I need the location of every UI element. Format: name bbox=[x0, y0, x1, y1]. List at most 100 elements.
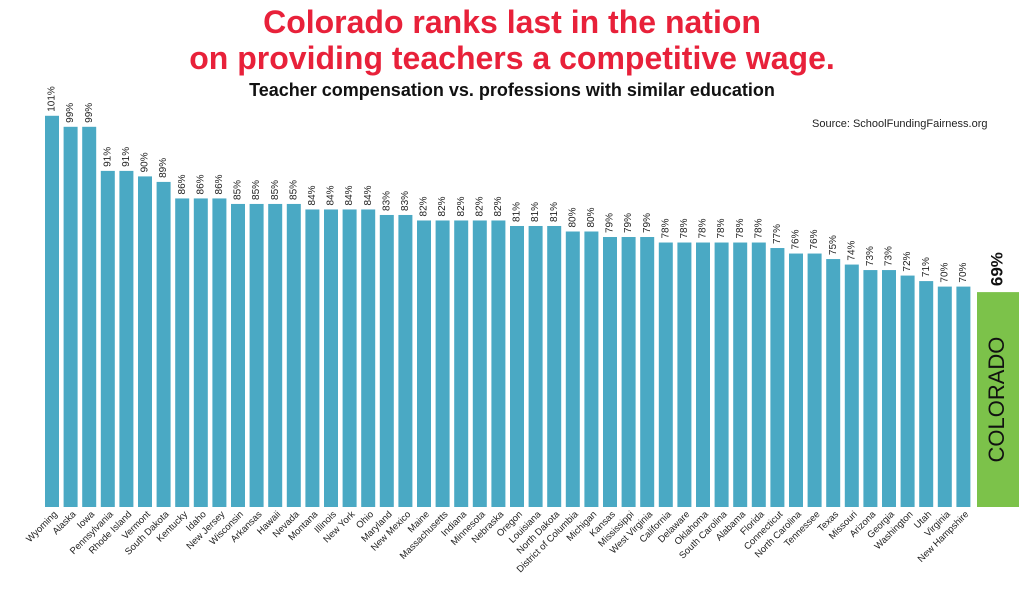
bar bbox=[435, 220, 450, 508]
bar bbox=[900, 275, 915, 507]
bar bbox=[398, 214, 413, 507]
data-label: 79% bbox=[623, 213, 634, 233]
chart-title-line-2: on providing teachers a competitive wage… bbox=[189, 40, 835, 76]
data-label: 86% bbox=[177, 174, 188, 194]
data-label: 91% bbox=[121, 147, 132, 167]
bar bbox=[919, 281, 934, 507]
data-label: 78% bbox=[660, 218, 671, 238]
data-label: 86% bbox=[195, 174, 206, 194]
bar bbox=[193, 198, 208, 507]
data-label: 73% bbox=[865, 246, 876, 266]
data-label: 78% bbox=[679, 218, 690, 238]
data-label: 85% bbox=[233, 180, 244, 200]
data-label: 82% bbox=[493, 196, 504, 216]
bar bbox=[937, 286, 952, 507]
data-label: 78% bbox=[735, 218, 746, 238]
bar bbox=[621, 237, 636, 507]
bar bbox=[696, 242, 710, 507]
data-label: 75% bbox=[828, 235, 839, 255]
bar bbox=[603, 237, 617, 507]
bar bbox=[844, 264, 859, 507]
bar bbox=[658, 242, 673, 507]
data-label: 76% bbox=[809, 229, 820, 249]
data-label: 78% bbox=[698, 218, 709, 238]
bar bbox=[119, 170, 134, 507]
highlight-bar bbox=[977, 292, 1019, 507]
data-label: 78% bbox=[716, 218, 727, 238]
data-label: 80% bbox=[586, 207, 597, 227]
bar bbox=[417, 220, 431, 508]
bar bbox=[733, 242, 748, 507]
bar bbox=[528, 225, 543, 508]
bar bbox=[547, 225, 562, 508]
bar bbox=[863, 270, 878, 507]
bar bbox=[807, 253, 822, 507]
bar bbox=[770, 248, 785, 507]
data-label: 79% bbox=[605, 213, 616, 233]
data-label: 77% bbox=[772, 224, 783, 244]
bar bbox=[212, 198, 227, 507]
bar bbox=[361, 209, 376, 507]
chart-title-line-1: Colorado ranks last in the nation bbox=[263, 4, 761, 40]
bar bbox=[100, 170, 115, 507]
bar bbox=[751, 242, 766, 507]
data-label: 101% bbox=[47, 86, 58, 112]
data-label: 85% bbox=[270, 180, 281, 200]
bar bbox=[82, 126, 97, 507]
bar bbox=[491, 220, 506, 508]
data-label: 84% bbox=[344, 185, 355, 205]
data-label: 86% bbox=[214, 174, 225, 194]
bar bbox=[789, 253, 803, 507]
bar bbox=[677, 242, 692, 507]
bar bbox=[510, 225, 524, 508]
data-label: 70% bbox=[958, 262, 969, 282]
data-label: 81% bbox=[549, 202, 560, 222]
data-label: 78% bbox=[753, 218, 764, 238]
data-label: 85% bbox=[251, 180, 262, 200]
bar bbox=[286, 203, 301, 507]
data-label: 76% bbox=[791, 229, 802, 249]
bar bbox=[268, 203, 283, 507]
bar bbox=[63, 126, 78, 507]
data-label: 79% bbox=[642, 213, 653, 233]
data-label: 82% bbox=[456, 196, 467, 216]
bar bbox=[175, 198, 190, 507]
bar bbox=[138, 176, 152, 507]
data-label: 89% bbox=[158, 158, 169, 178]
bar bbox=[231, 203, 245, 507]
data-label: 84% bbox=[307, 185, 318, 205]
source-note: Source: SchoolFundingFairness.org bbox=[812, 118, 988, 130]
data-label: 85% bbox=[288, 180, 299, 200]
bar bbox=[956, 286, 971, 507]
data-label: 81% bbox=[530, 202, 541, 222]
bar bbox=[826, 259, 841, 507]
bar bbox=[324, 209, 338, 507]
chart-subtitle: Teacher compensation vs. professions wit… bbox=[249, 80, 775, 100]
bar bbox=[379, 214, 394, 507]
data-label: 72% bbox=[902, 251, 913, 271]
data-label: 82% bbox=[419, 196, 430, 216]
data-label: 91% bbox=[102, 147, 113, 167]
data-label: 84% bbox=[326, 185, 337, 205]
data-label: 84% bbox=[363, 185, 374, 205]
data-label: 90% bbox=[140, 152, 151, 172]
bar bbox=[305, 209, 320, 507]
bar bbox=[342, 209, 357, 507]
bar bbox=[565, 231, 580, 507]
data-label: 71% bbox=[921, 257, 932, 277]
data-label: 83% bbox=[381, 191, 392, 211]
data-label: 99% bbox=[84, 103, 95, 123]
bar bbox=[45, 115, 59, 507]
bar bbox=[472, 220, 487, 508]
bar bbox=[454, 220, 469, 508]
bar bbox=[156, 181, 171, 507]
bar bbox=[714, 242, 729, 507]
data-label: 83% bbox=[400, 191, 411, 211]
highlight-value-label: 69% bbox=[987, 252, 1006, 286]
data-label: 80% bbox=[567, 207, 578, 227]
data-label: 81% bbox=[512, 202, 523, 222]
data-label: 73% bbox=[884, 246, 895, 266]
bar bbox=[249, 203, 264, 507]
bar bbox=[584, 231, 599, 507]
